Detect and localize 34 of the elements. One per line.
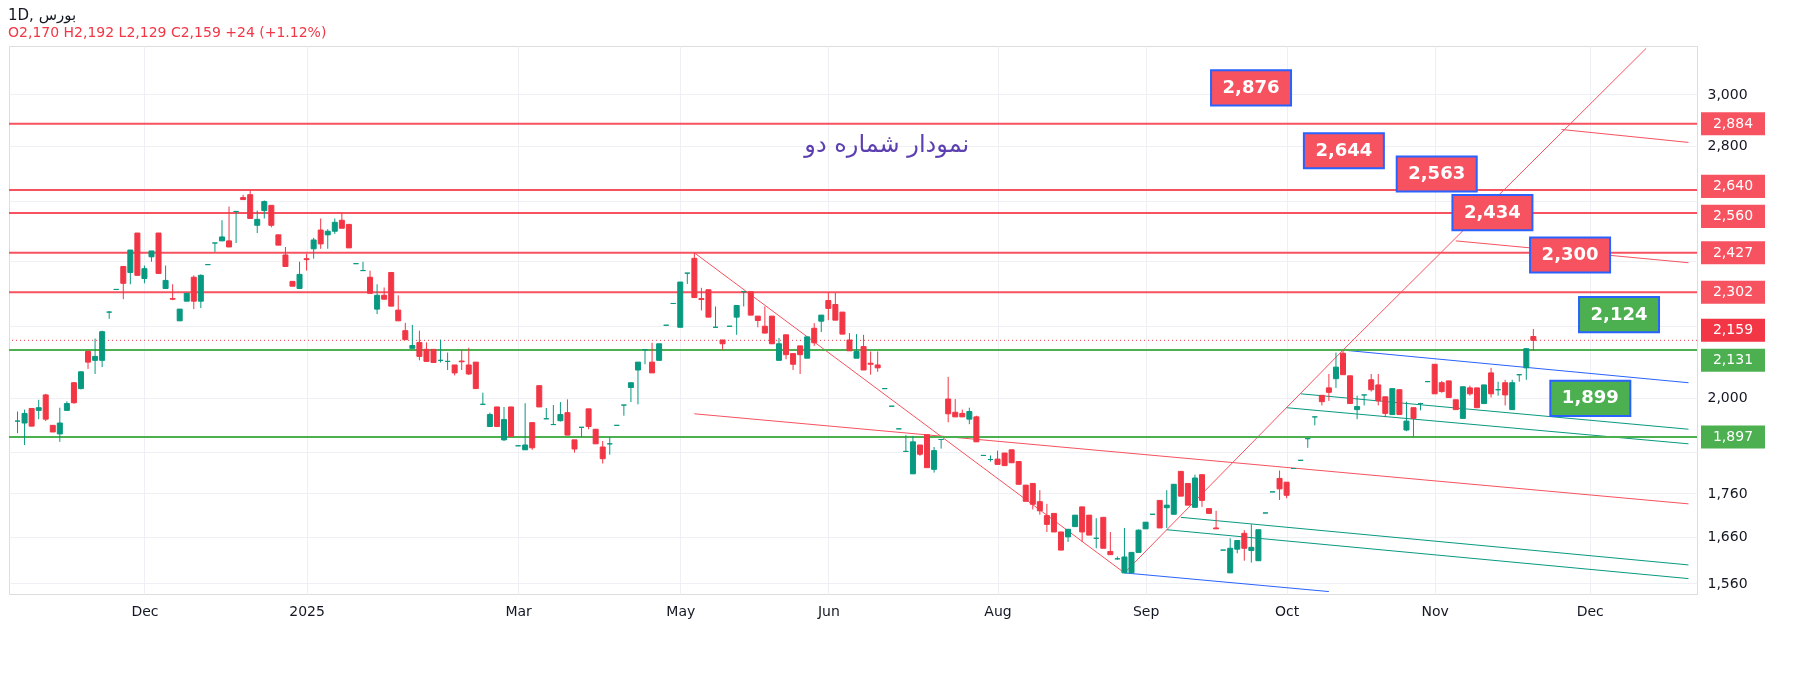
annotation: 2,300 bbox=[1541, 243, 1599, 264]
ref-line-label: 2,640 bbox=[1712, 177, 1754, 194]
ref-line-label: 2,159 bbox=[1712, 321, 1754, 338]
annotation: نمودار شماره دو bbox=[803, 129, 970, 158]
x-tick-label: Aug bbox=[984, 602, 1012, 619]
ref-line-label: 2,302 bbox=[1712, 283, 1754, 300]
y-tick-label: 3,000 bbox=[1707, 85, 1748, 102]
x-tick-label: Sep bbox=[1132, 602, 1160, 619]
x-tick-label: May bbox=[666, 602, 696, 619]
ref-line-label: 2,131 bbox=[1712, 351, 1754, 368]
x-tick-label: Oct bbox=[1274, 602, 1300, 619]
x-tick-label: Jun bbox=[816, 602, 840, 619]
y-tick-label: 1,660 bbox=[1707, 528, 1748, 545]
x-tick-label: Mar bbox=[505, 602, 533, 619]
ref-line-label: 2,427 bbox=[1712, 243, 1754, 260]
ref-line-label: 1,897 bbox=[1712, 428, 1754, 445]
x-tick-label: Nov bbox=[1421, 602, 1449, 619]
annotation: 2,563 bbox=[1408, 162, 1466, 184]
ref-line-label: 2,884 bbox=[1712, 114, 1754, 131]
annotation: 1,899 bbox=[1561, 386, 1619, 408]
chart-subtitle: O2,170 H2,192 L2,129 C2,159 +24 (+1.12%) bbox=[8, 24, 327, 40]
y-tick-label: 2,000 bbox=[1707, 389, 1748, 406]
annotation: 2,124 bbox=[1590, 302, 1648, 324]
y-tick-label: 1,760 bbox=[1707, 484, 1748, 501]
x-tick-label: Dec bbox=[131, 602, 159, 619]
x-tick-label: Dec bbox=[1576, 602, 1604, 619]
ref-line-label: 2,560 bbox=[1712, 207, 1754, 224]
annotation: 2,644 bbox=[1315, 138, 1373, 160]
y-tick-label: 1,560 bbox=[1707, 574, 1748, 591]
annotation: 2,434 bbox=[1463, 200, 1521, 222]
x-tick-label: 2025 bbox=[289, 602, 325, 619]
y-tick-label: 2,800 bbox=[1707, 137, 1748, 154]
chart-title: 1D, بورس bbox=[8, 6, 77, 24]
annotation: 2,876 bbox=[1222, 75, 1280, 97]
